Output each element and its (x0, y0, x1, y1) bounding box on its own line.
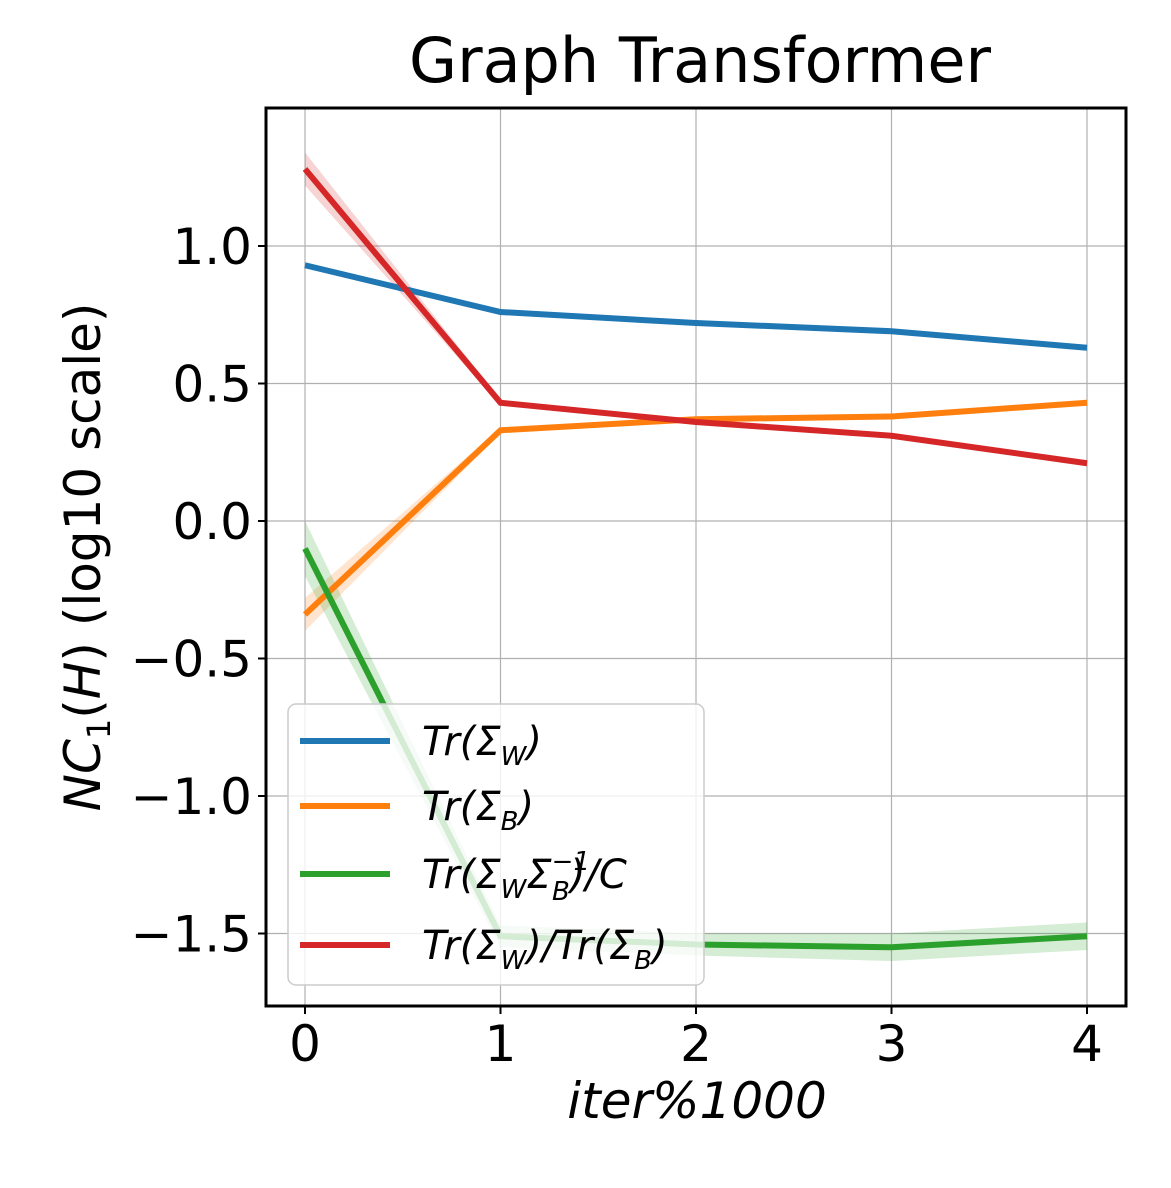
legend-label: Tr(ΣW) (422, 719, 542, 772)
x-axis-label-text: iter%1000 (567, 1072, 827, 1130)
y-tick-label: 0.5 (172, 356, 252, 414)
y-axis-ticks: 1.0 0.5 0.0 −0.5 −1.0 −1.5 (131, 218, 266, 964)
x-tick-label: 0 (289, 1015, 321, 1073)
y-label-scale: ) (log10 scale) (54, 303, 112, 662)
chart-title: Graph Transformer (409, 24, 991, 97)
legend-box (287, 703, 705, 986)
x-tick-label: 3 (876, 1015, 908, 1073)
y-tick-label: −1.0 (131, 768, 252, 826)
legend-label: Tr(ΣW)/Tr(ΣB) (422, 923, 668, 976)
y-tick-label: 0.0 (172, 493, 252, 551)
y-label-sub: 1 (80, 719, 118, 739)
series-line (302, 167, 1088, 467)
series-line (304, 262, 1088, 351)
x-tick-label: 4 (1071, 1015, 1103, 1073)
legend-label: Tr(ΣB) (422, 784, 534, 837)
y-tick-label: 1.0 (172, 218, 252, 276)
y-label-rest: ( (54, 699, 112, 719)
y-label-h: H (54, 662, 112, 700)
y-tick-label: −1.5 (131, 906, 252, 964)
x-tick-label: 2 (680, 1015, 712, 1073)
x-tick-label: 1 (485, 1015, 517, 1073)
y-axis-label: NC1(H) (log10 scale) (54, 303, 118, 812)
y-tick-label: −0.5 (131, 631, 252, 689)
legend-label: Tr(ΣWΣ−1 B)/C (422, 847, 627, 907)
legend: Tr(ΣW) Tr(ΣB) Tr(ΣWΣ−1 B)/C Tr(ΣW)/Tr(ΣB) (287, 703, 705, 986)
x-axis-ticks: 0 1 2 3 4 (289, 1006, 1103, 1073)
y-label-nc: NC (54, 739, 112, 811)
x-axis-label: iter%1000 (567, 1072, 827, 1130)
